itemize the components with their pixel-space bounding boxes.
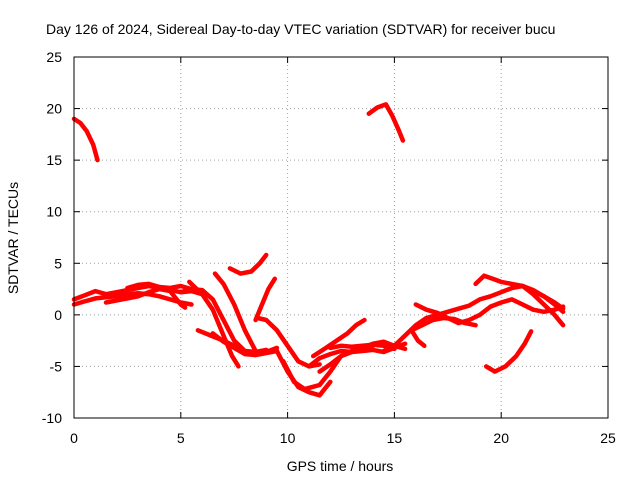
y-tick-label: 25 <box>46 49 62 65</box>
series-line-s23 <box>409 315 478 333</box>
series-line-s11 <box>212 271 258 354</box>
x-tick-label: 5 <box>177 430 185 446</box>
series-line-s24 <box>409 328 427 349</box>
series-line-s22 <box>413 297 566 326</box>
series-line-s08 <box>187 279 241 369</box>
x-tick-label: 10 <box>280 430 296 446</box>
series-line-s06 <box>125 281 194 292</box>
series-line-s13 <box>253 276 278 323</box>
x-tick-label: 25 <box>600 430 616 446</box>
y-tick-label: 15 <box>46 152 62 168</box>
series-line-s25 <box>473 273 566 315</box>
series-group <box>71 102 566 398</box>
y-tick-label: -10 <box>42 410 62 426</box>
y-tick-label: 5 <box>54 255 62 271</box>
x-tick-label: 15 <box>387 430 403 446</box>
series-line-s10 <box>210 331 280 358</box>
y-tick-label: 10 <box>46 204 62 220</box>
series-line-s04 <box>71 290 194 307</box>
series-line-s12 <box>227 252 269 276</box>
x-tick-label: 20 <box>493 430 509 446</box>
y-tick-label: 0 <box>54 307 62 323</box>
series-line-s20 <box>328 342 397 352</box>
y-tick-label: -5 <box>50 358 63 374</box>
series-line-s02 <box>366 102 406 143</box>
axis-ticks: 0 5 10 15 20 25 -10 -5 0 5 10 15 20 25 <box>42 49 616 446</box>
series-line-s27 <box>483 329 534 374</box>
y-axis-label: SDTVAR / TECUs <box>5 182 21 294</box>
plot-frame <box>73 56 609 419</box>
x-axis-label: GPS time / hours <box>287 458 394 474</box>
y-tick-label: 20 <box>46 101 62 117</box>
series-line-s19 <box>310 317 367 359</box>
series-line-s05 <box>103 286 188 310</box>
chart-title: Day 126 of 2024, Sidereal Day-to-day VTE… <box>46 21 555 37</box>
series-line-s26 <box>520 283 566 328</box>
x-tick-label: 0 <box>70 430 78 446</box>
series-line-s01 <box>71 116 100 163</box>
